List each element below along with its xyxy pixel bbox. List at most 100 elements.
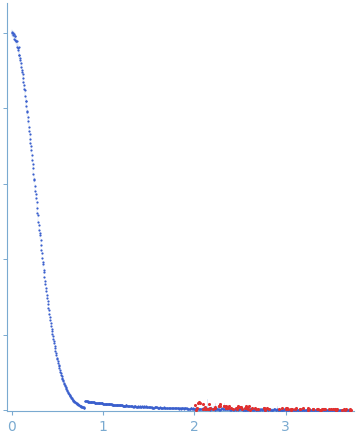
Point — [167, 405, 172, 412]
Point — [61, 378, 66, 385]
Point — [147, 403, 153, 410]
Point — [128, 403, 134, 410]
Point — [114, 402, 120, 409]
Point — [138, 403, 144, 410]
Point — [104, 400, 110, 407]
Point — [50, 336, 56, 343]
Point — [303, 406, 309, 413]
Point — [74, 400, 79, 407]
Point — [247, 406, 252, 413]
Point — [48, 320, 54, 327]
Point — [166, 405, 171, 412]
Point — [261, 406, 266, 413]
Point — [235, 403, 240, 410]
Point — [91, 399, 96, 406]
Point — [255, 406, 261, 413]
Point — [111, 401, 116, 408]
Point — [154, 404, 160, 411]
Point — [115, 402, 121, 409]
Point — [102, 400, 108, 407]
Point — [314, 406, 320, 413]
Point — [294, 406, 300, 413]
Point — [245, 406, 250, 413]
Point — [263, 406, 269, 413]
Point — [32, 187, 38, 194]
Point — [192, 405, 198, 412]
Point — [186, 405, 192, 412]
Point — [49, 328, 55, 335]
Point — [283, 406, 288, 413]
Point — [237, 406, 242, 413]
Point — [255, 406, 260, 413]
Point — [250, 406, 256, 413]
Point — [210, 406, 216, 413]
Point — [43, 284, 49, 291]
Point — [83, 398, 89, 405]
Point — [333, 406, 339, 413]
Point — [41, 269, 47, 276]
Point — [331, 406, 337, 413]
Point — [201, 405, 206, 412]
Point — [86, 398, 92, 405]
Point — [211, 406, 216, 413]
Point — [99, 400, 105, 407]
Point — [235, 405, 240, 412]
Point — [152, 403, 157, 410]
Point — [72, 399, 78, 406]
Point — [55, 359, 61, 366]
Point — [334, 406, 340, 413]
Point — [175, 405, 181, 412]
Point — [58, 369, 64, 376]
Point — [232, 406, 238, 413]
Point — [251, 406, 257, 413]
Point — [343, 406, 349, 413]
Point — [208, 406, 213, 413]
Point — [18, 63, 24, 70]
Point — [144, 404, 149, 411]
Point — [288, 406, 294, 413]
Point — [160, 405, 166, 412]
Point — [333, 406, 338, 413]
Point — [348, 406, 354, 413]
Point — [84, 398, 90, 405]
Point — [215, 406, 221, 413]
Point — [282, 406, 288, 413]
Point — [269, 406, 275, 413]
Point — [316, 406, 321, 413]
Point — [235, 406, 241, 413]
Point — [190, 405, 196, 412]
Point — [121, 402, 126, 409]
Point — [230, 406, 236, 413]
Point — [23, 98, 29, 105]
Point — [342, 406, 348, 413]
Point — [218, 406, 224, 413]
Point — [69, 394, 74, 401]
Point — [121, 402, 127, 409]
Point — [305, 406, 311, 413]
Point — [315, 405, 321, 412]
Point — [243, 406, 248, 413]
Point — [277, 406, 282, 413]
Point — [330, 406, 336, 413]
Point — [313, 406, 318, 413]
Point — [261, 405, 267, 412]
Point — [262, 406, 268, 413]
Point — [337, 406, 342, 413]
Point — [106, 401, 111, 408]
Point — [325, 406, 331, 413]
Point — [293, 405, 298, 412]
Point — [286, 406, 292, 413]
Point — [42, 281, 48, 288]
Point — [33, 191, 39, 198]
Point — [279, 406, 285, 413]
Point — [244, 405, 250, 412]
Point — [16, 52, 22, 59]
Point — [331, 406, 337, 413]
Point — [25, 108, 30, 115]
Point — [296, 406, 302, 413]
Point — [161, 404, 167, 411]
Point — [62, 382, 68, 389]
Point — [144, 404, 150, 411]
Point — [60, 375, 65, 382]
Point — [126, 403, 132, 410]
